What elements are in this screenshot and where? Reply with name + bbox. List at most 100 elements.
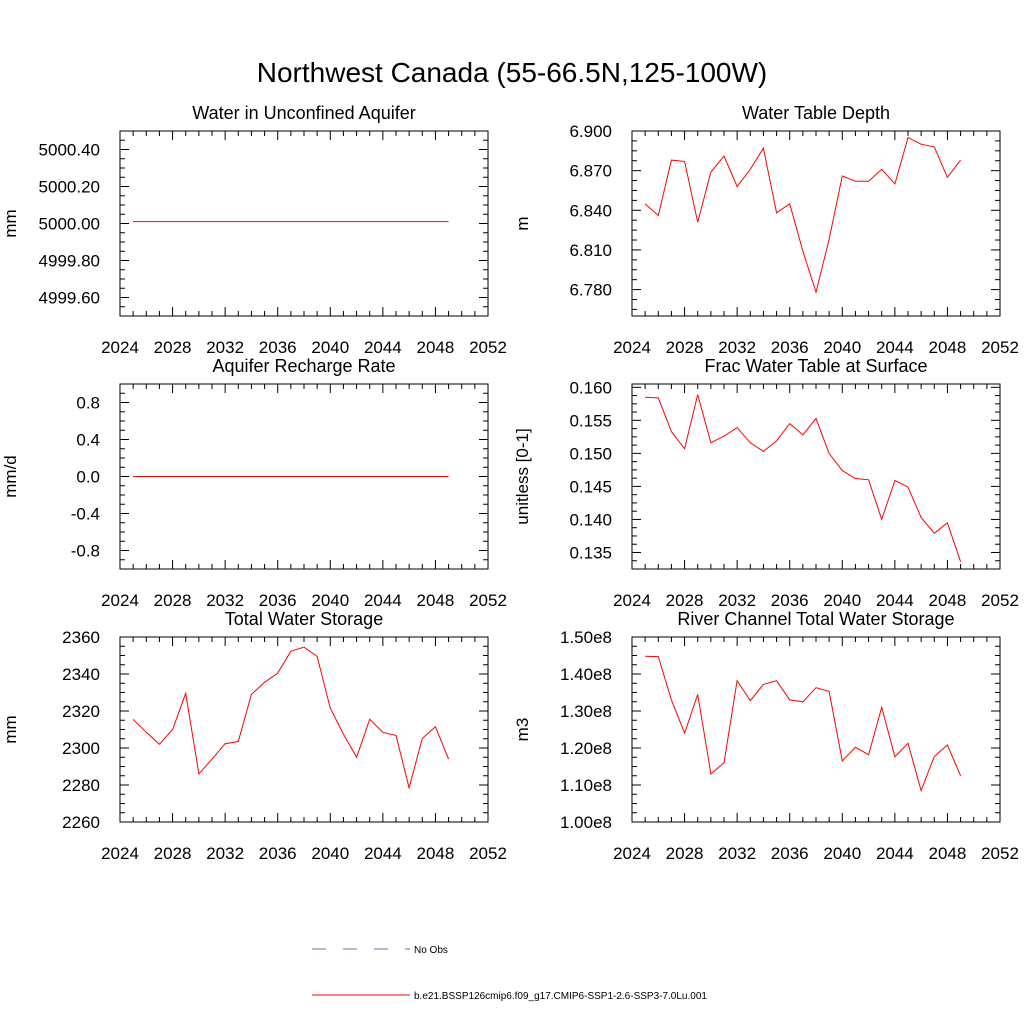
x-tick-label: 2036 bbox=[259, 338, 297, 357]
x-tick-label: 2044 bbox=[364, 844, 402, 863]
chart-panel-6: River Channel Total Water Storage m3 2024 2… bbox=[513, 609, 1019, 863]
y-tick-label: 1.10e8 bbox=[560, 776, 612, 795]
x-tick-label: 2024 bbox=[101, 338, 139, 357]
x-tick-label: 2052 bbox=[469, 844, 507, 863]
x-tick-label: 2036 bbox=[259, 844, 297, 863]
legend-obs-label: No Obs bbox=[414, 945, 448, 956]
series-line bbox=[645, 394, 962, 562]
series-line bbox=[132, 646, 450, 790]
x-tick-label: 2036 bbox=[771, 591, 809, 610]
y-tick-label: -0.8 bbox=[71, 542, 100, 561]
y-tick-label: 1.00e8 bbox=[560, 813, 612, 832]
chart-panels: Water in Unconfined Aquifer mm 2024 2028 203… bbox=[1, 103, 1019, 863]
y-tick-label: 4999.60 bbox=[39, 289, 100, 308]
x-tick-label: 2032 bbox=[206, 338, 244, 357]
y-tick-label: 0.160 bbox=[569, 378, 612, 397]
chart-panel-3: Aquifer Recharge Rate mm/d 2024 2028 2032 203… bbox=[1, 356, 507, 610]
y-tick-label: 0.155 bbox=[569, 411, 612, 430]
x-tick-label: 2052 bbox=[981, 591, 1019, 610]
x-tick-label: 2036 bbox=[771, 338, 809, 357]
y-tick-label: 6.900 bbox=[569, 122, 612, 141]
y-tick-label: 1.40e8 bbox=[560, 665, 612, 684]
plot-frame bbox=[631, 636, 1001, 823]
x-tick-label: 2040 bbox=[823, 591, 861, 610]
y-tick-label: 2260 bbox=[62, 813, 100, 832]
x-tick-label: 2040 bbox=[823, 338, 861, 357]
x-tick-label: 2040 bbox=[311, 338, 349, 357]
x-tick-label: 2028 bbox=[666, 591, 704, 610]
y-axis-label: m bbox=[513, 216, 532, 230]
x-tick-label: 2028 bbox=[154, 338, 192, 357]
y-axis-label: mm/d bbox=[1, 455, 20, 498]
x-tick-label: 2040 bbox=[823, 844, 861, 863]
y-tick-label: 5000.20 bbox=[39, 178, 100, 197]
chart-title: Aquifer Recharge Rate bbox=[212, 356, 395, 376]
x-tick-label: 2028 bbox=[666, 338, 704, 357]
y-tick-label: 0.150 bbox=[569, 444, 612, 463]
x-tick-label: 2048 bbox=[417, 338, 455, 357]
y-tick-label: 5000.00 bbox=[39, 215, 100, 234]
x-tick-label: 2048 bbox=[929, 591, 967, 610]
series-line bbox=[644, 136, 961, 295]
x-tick-label: 2028 bbox=[154, 591, 192, 610]
plot-frame bbox=[631, 383, 1001, 570]
x-tick-label: 2024 bbox=[613, 591, 651, 610]
chart-title: River Channel Total Water Storage bbox=[677, 609, 954, 629]
y-tick-label: 5000.40 bbox=[39, 141, 100, 160]
x-tick-label: 2040 bbox=[311, 844, 349, 863]
x-tick-label: 2024 bbox=[101, 591, 139, 610]
legend-model-label: b.e21.BSSP126cmip6.f09_g17.CMIP6-SSP1-2.… bbox=[414, 991, 707, 1002]
y-tick-label: 0.4 bbox=[76, 431, 100, 450]
y-tick-label: -0.4 bbox=[71, 505, 100, 524]
chart-panel-5: Total Water Storage mm 2024 2028 2032 2036 204… bbox=[1, 609, 507, 863]
x-tick-label: 2032 bbox=[718, 591, 756, 610]
x-tick-label: 2032 bbox=[718, 338, 756, 357]
x-tick-label: 2052 bbox=[981, 338, 1019, 357]
x-tick-label: 2040 bbox=[311, 591, 349, 610]
chart-panel-1: Water in Unconfined Aquifer mm 2024 2028 203… bbox=[1, 103, 507, 357]
y-axis-label: mm bbox=[1, 209, 20, 237]
y-tick-label: 0.140 bbox=[569, 510, 612, 529]
y-tick-label: 1.20e8 bbox=[560, 739, 612, 758]
x-tick-label: 2048 bbox=[929, 844, 967, 863]
x-tick-label: 2044 bbox=[876, 338, 914, 357]
plot-frame bbox=[119, 130, 489, 317]
y-tick-label: 0.0 bbox=[76, 468, 100, 487]
x-tick-label: 2032 bbox=[206, 844, 244, 863]
y-tick-label: 4999.80 bbox=[39, 252, 100, 271]
x-tick-label: 2044 bbox=[876, 844, 914, 863]
x-tick-label: 2052 bbox=[469, 591, 507, 610]
y-tick-label: 6.780 bbox=[569, 281, 612, 300]
x-tick-label: 2052 bbox=[981, 844, 1019, 863]
y-tick-label: 6.870 bbox=[569, 162, 612, 181]
series-line bbox=[645, 655, 962, 793]
x-tick-label: 2028 bbox=[666, 844, 704, 863]
y-tick-label: 0.8 bbox=[76, 394, 100, 413]
x-tick-label: 2032 bbox=[718, 844, 756, 863]
page-title: Northwest Canada (55-66.5N,125-100W) bbox=[257, 57, 767, 88]
x-tick-label: 2048 bbox=[929, 338, 967, 357]
x-tick-label: 2044 bbox=[364, 338, 402, 357]
y-axis-label: mm bbox=[1, 715, 20, 743]
legend: No Obs b.e21.BSSP126cmip6.f09_g17.CMIP6-… bbox=[312, 945, 707, 1002]
x-tick-label: 2036 bbox=[771, 844, 809, 863]
y-tick-label: 1.50e8 bbox=[560, 628, 612, 647]
y-tick-label: 0.145 bbox=[569, 477, 612, 496]
y-tick-label: 2280 bbox=[62, 776, 100, 795]
plot-frame bbox=[631, 130, 1001, 317]
y-tick-label: 2340 bbox=[62, 665, 100, 684]
x-tick-label: 2024 bbox=[613, 844, 651, 863]
x-tick-label: 2052 bbox=[469, 338, 507, 357]
x-tick-label: 2044 bbox=[876, 591, 914, 610]
x-tick-label: 2048 bbox=[417, 844, 455, 863]
chart-title: Water Table Depth bbox=[742, 103, 890, 123]
chart-title: Total Water Storage bbox=[225, 609, 383, 629]
x-tick-label: 2036 bbox=[259, 591, 297, 610]
x-tick-label: 2048 bbox=[417, 591, 455, 610]
y-tick-label: 0.135 bbox=[569, 543, 612, 562]
y-tick-label: 2360 bbox=[62, 628, 100, 647]
y-tick-label: 6.810 bbox=[569, 241, 612, 260]
y-axis-label: unitless [0-1] bbox=[513, 428, 532, 524]
x-tick-label: 2032 bbox=[206, 591, 244, 610]
